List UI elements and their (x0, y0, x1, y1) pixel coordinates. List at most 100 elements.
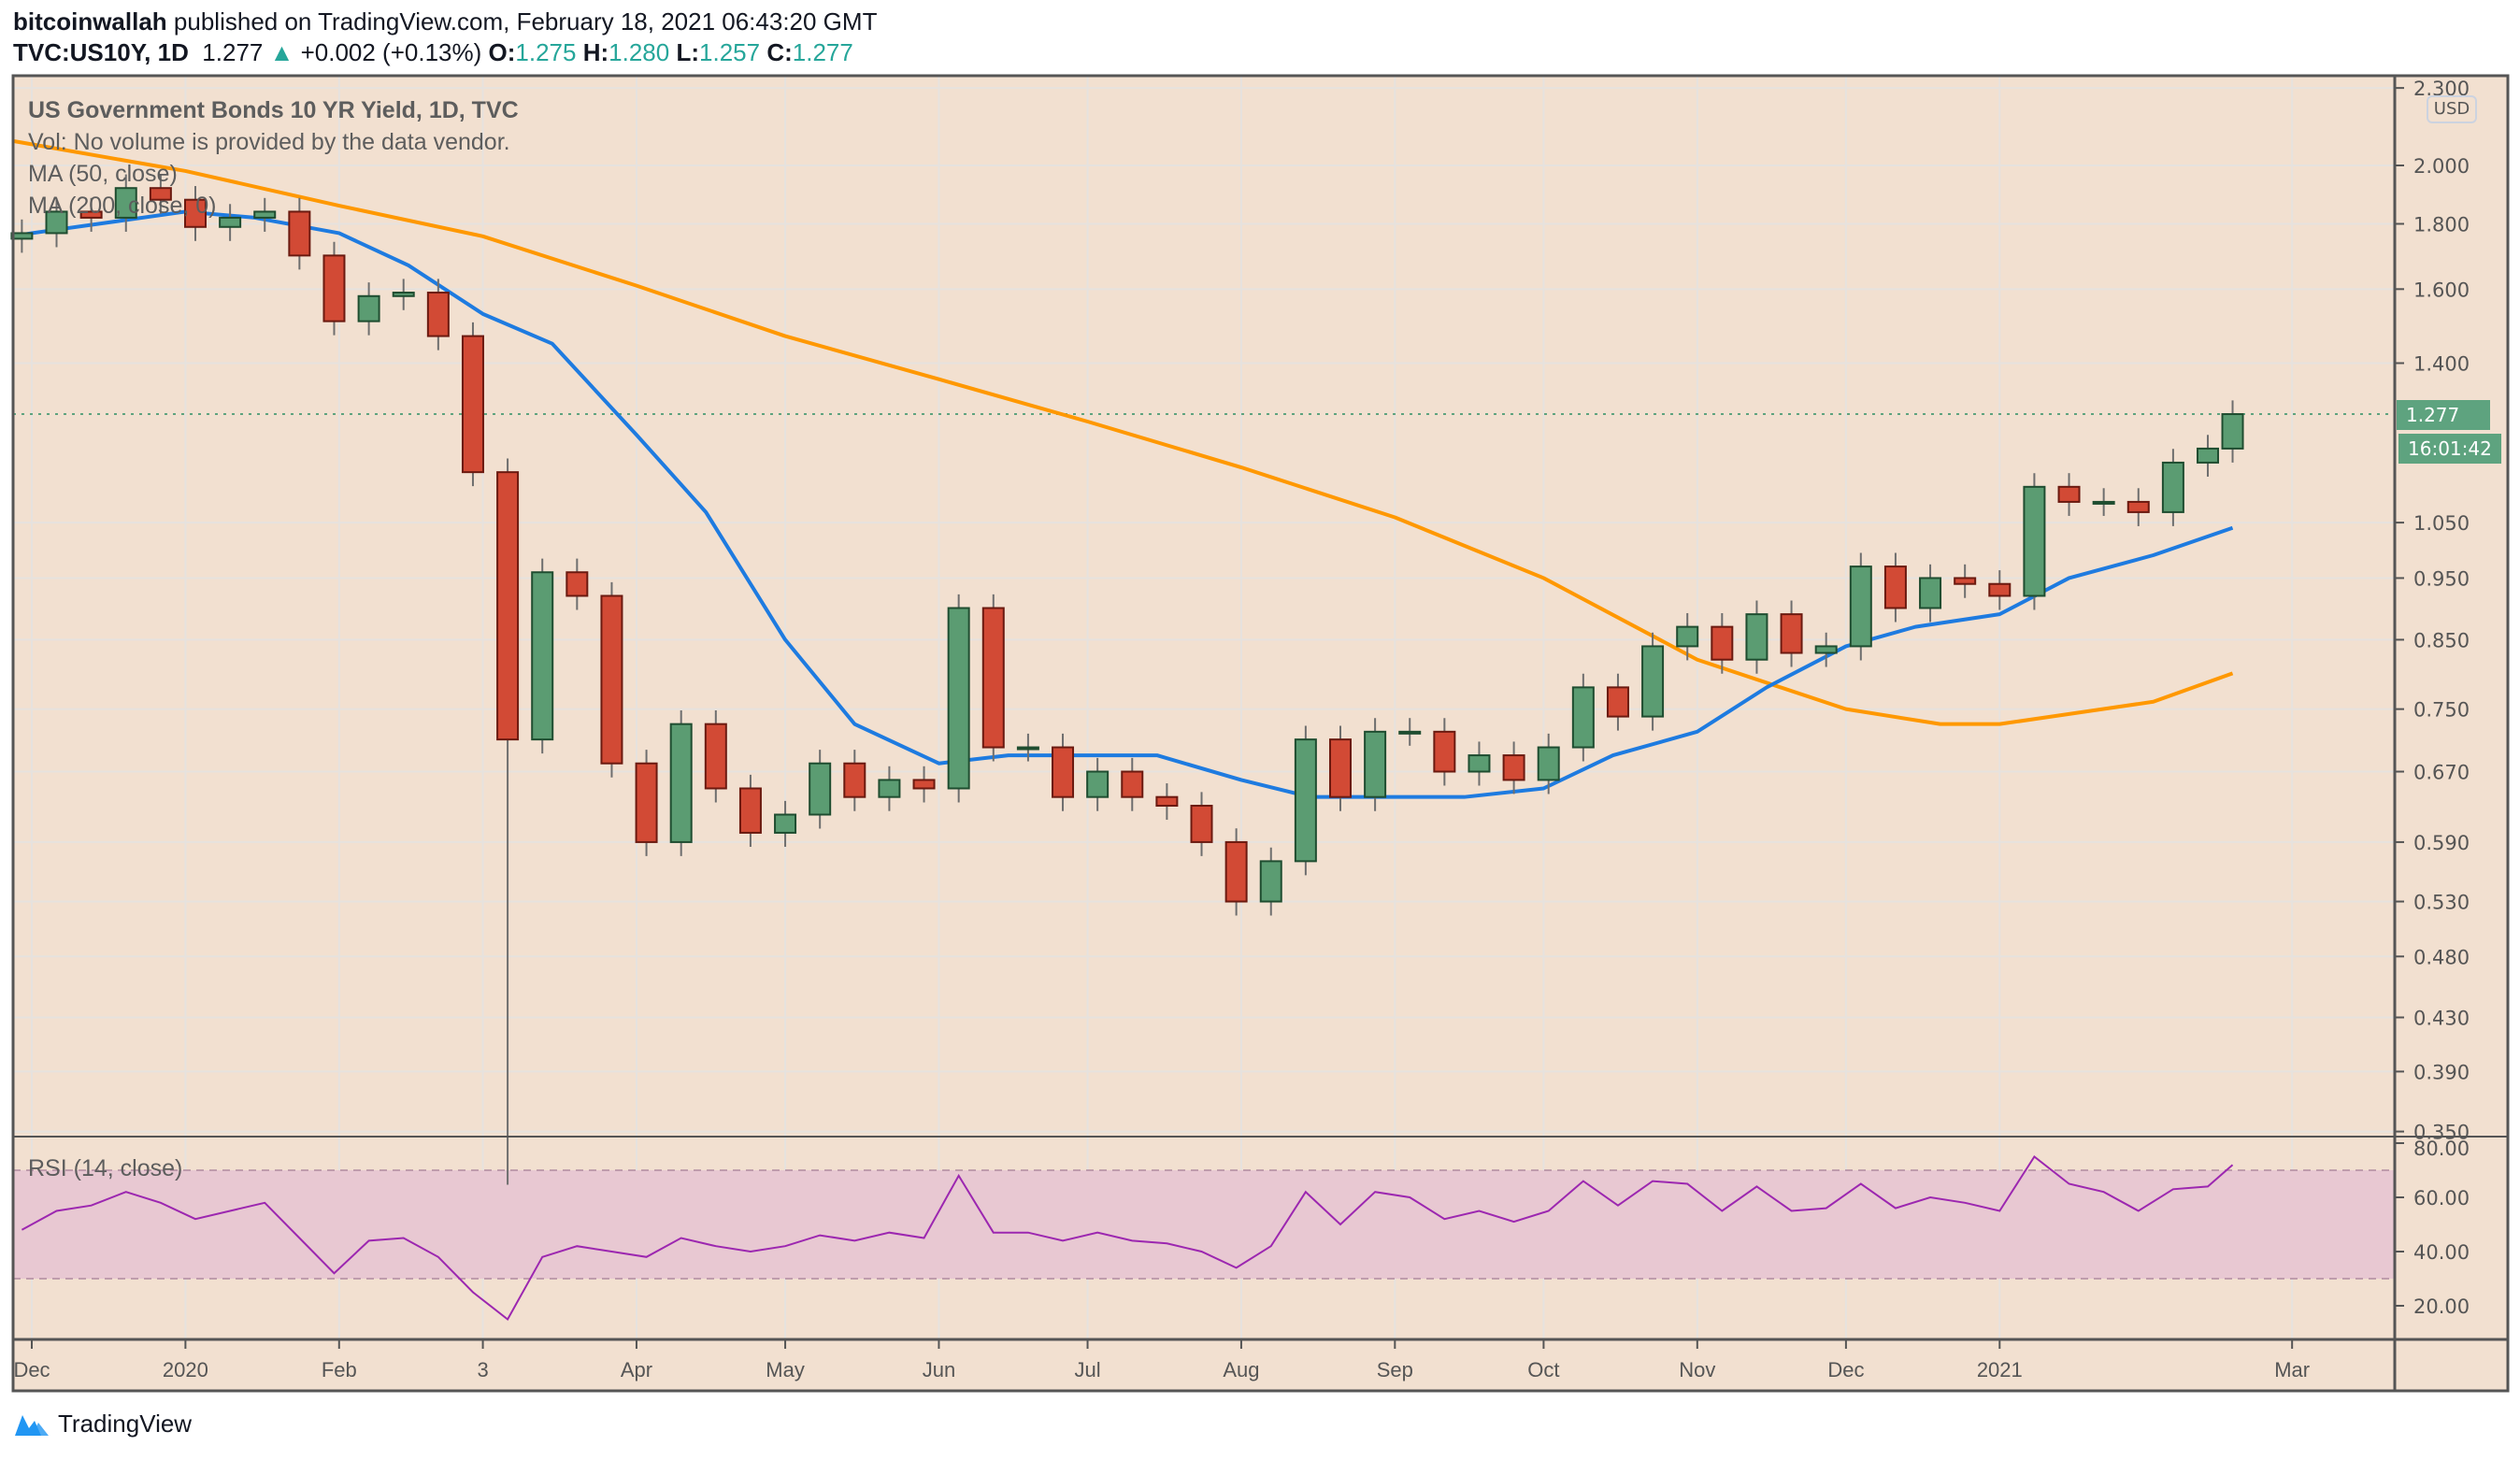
candle-body (600, 594, 623, 765)
candle-body (1224, 840, 1248, 903)
time-tick-label: Dec (1827, 1358, 1864, 1381)
candle (1190, 792, 1213, 856)
candle (2161, 449, 2184, 526)
rsi-tick-label: 40.00 (2413, 1241, 2470, 1264)
candle-body (774, 813, 797, 834)
candle (2023, 473, 2046, 610)
candle (1676, 612, 1699, 661)
tradingview-logo[interactable]: TradingView (13, 1410, 192, 1439)
candle-body (1606, 686, 1629, 718)
candle-body (1641, 645, 1665, 718)
candle-body (704, 723, 727, 790)
candle (1537, 733, 1560, 794)
candle (2057, 473, 2081, 516)
rsi-tick-label: 60.00 (2413, 1187, 2470, 1210)
candle-body (1052, 746, 1075, 798)
candle-body (1086, 770, 1110, 798)
open-value: 1.275 (515, 38, 577, 66)
price-tick-label: 1.800 (2413, 213, 2470, 236)
candle (669, 710, 693, 856)
symbol-info: TVC:US10Y, 1D 1.277 ▲ +0.002 (+0.13%) O:… (13, 38, 853, 67)
candle-body (912, 779, 936, 790)
price-tick-label: 0.750 (2413, 699, 2470, 722)
candle-body (1537, 746, 1560, 781)
candle (600, 581, 623, 778)
candle-body (357, 294, 380, 322)
candle (1814, 632, 1838, 667)
candle (1780, 600, 1803, 667)
candle (357, 282, 380, 336)
candle-body (738, 787, 762, 834)
candle-body (981, 607, 1005, 749)
candle (322, 241, 346, 336)
rsi-tick-label: 80.00 (2413, 1138, 2470, 1160)
candle-body (1155, 795, 1179, 808)
candle-body (1745, 613, 1768, 661)
currency-button[interactable]: USD (2427, 95, 2477, 123)
candle (10, 219, 34, 253)
candle-body (566, 571, 589, 597)
candle-body (1988, 582, 2012, 597)
candle (566, 558, 589, 610)
candle (1919, 564, 1942, 623)
publish-info: bitcoinwallah published on TradingView.c… (13, 7, 877, 36)
price-tick-label: 0.950 (2413, 567, 2470, 590)
candle (1502, 741, 1525, 794)
candle (253, 197, 277, 232)
candle-body (1711, 625, 1734, 661)
candle (635, 750, 658, 856)
price-tick-label: 0.590 (2413, 832, 2470, 854)
ma50-legend[interactable]: MA (50, close) (28, 161, 178, 187)
candle (79, 197, 103, 232)
candle (1711, 612, 1734, 674)
price-tick-label: 0.850 (2413, 629, 2470, 651)
candle (1433, 718, 1456, 786)
candle-body (1294, 738, 1317, 863)
candle (843, 750, 866, 811)
candle-body (2023, 485, 2046, 597)
time-tick-label: May (766, 1358, 805, 1381)
candle-body (253, 210, 277, 219)
price-tick-label: 1.050 (2413, 512, 2470, 535)
price-tick-label: 0.530 (2413, 892, 2470, 914)
candle-body (1190, 805, 1213, 843)
author-name[interactable]: bitcoinwallah (13, 7, 167, 36)
ma200-legend[interactable]: MA (200, close, 0) (28, 193, 217, 219)
candle-body (2161, 461, 2184, 513)
candle-body (1571, 686, 1595, 749)
candle (461, 322, 484, 487)
price-tick-label: 2.000 (2413, 155, 2470, 178)
time-tick-label: Jul (1074, 1358, 1100, 1381)
price-tick-label: 0.480 (2413, 946, 2470, 968)
candle-body (2092, 500, 2115, 505)
candle (1849, 552, 1872, 661)
candle-body (1259, 860, 1282, 903)
candle-body (392, 292, 415, 297)
time-tick-label: 3 (477, 1358, 488, 1381)
rsi-legend[interactable]: RSI (14, close) (28, 1155, 183, 1181)
candle-body (635, 762, 658, 843)
candle-body (426, 292, 450, 337)
candle (981, 594, 1005, 762)
candle (219, 204, 242, 241)
candle-body (183, 198, 207, 228)
candle-body (947, 607, 970, 790)
time-tick-label: Jun (923, 1358, 955, 1381)
candle-body (669, 723, 693, 843)
candle (738, 774, 762, 847)
bar-countdown-label: 16:01:42 (2398, 434, 2501, 464)
candle-body (461, 335, 484, 474)
price-tick-label: 0.670 (2413, 762, 2470, 784)
candle-body (45, 210, 68, 235)
candle (704, 710, 727, 803)
price-tick-label: 1.600 (2413, 279, 2470, 301)
candle (1328, 725, 1352, 811)
close-value: 1.277 (792, 38, 853, 66)
candle (1954, 564, 1977, 598)
candle (1294, 725, 1317, 876)
candle-body (1849, 565, 1872, 648)
published-text: published on TradingView.com, February 1… (173, 7, 878, 36)
candle-body (1919, 577, 1942, 609)
price-tick-label: 1.400 (2413, 353, 2470, 376)
